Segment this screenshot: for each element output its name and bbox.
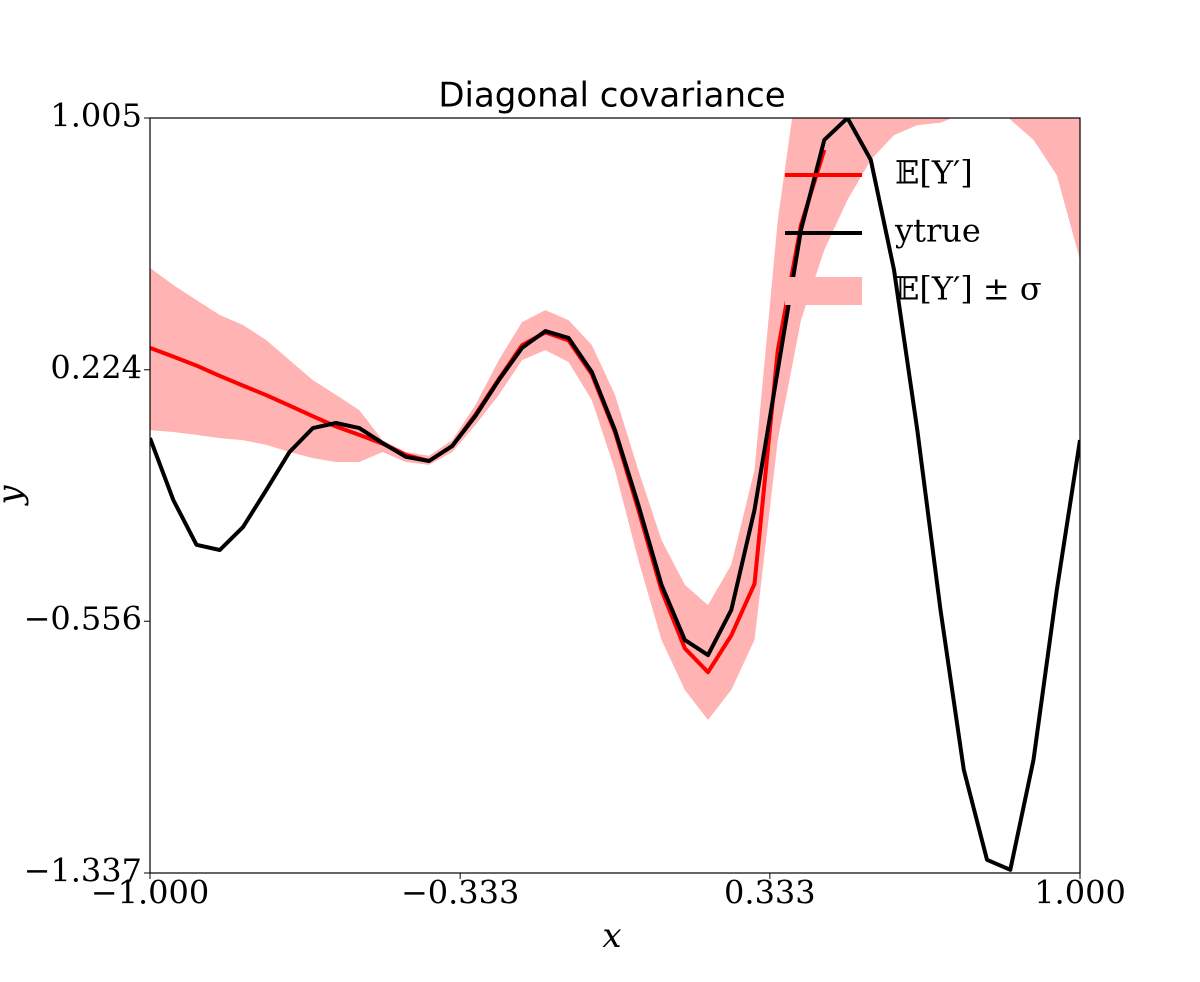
line <box>150 118 1080 872</box>
y-tick-label: −1.337 <box>24 852 142 890</box>
legend-label: 𝔼[Y′] <box>895 154 973 192</box>
legend: 𝔼[Y′] ytrue 𝔼[Y′] ± σ <box>785 154 1042 308</box>
x-axis-label: x <box>602 916 621 956</box>
legend-swatch <box>785 277 862 305</box>
axes-frame <box>149 117 1081 874</box>
x-tick-label: 0.333 <box>724 874 816 912</box>
y-tick-label: 1.005 <box>50 97 142 135</box>
plot-area <box>150 118 1080 872</box>
error-band <box>150 118 1080 720</box>
x-tick-label: 1.000 <box>1034 874 1126 912</box>
x-tick-label: −1.000 <box>91 874 209 912</box>
y-tick-label: −0.556 <box>24 600 142 638</box>
y-tick-label: 0.224 <box>50 348 142 386</box>
chart-title: Diagonal covariance <box>438 76 785 116</box>
x-tick-label: −0.333 <box>401 874 519 912</box>
legend-label: 𝔼[Y′] ± σ <box>895 270 1042 308</box>
legend-label: ytrue <box>894 212 981 250</box>
y-axis-label: y <box>0 485 30 507</box>
